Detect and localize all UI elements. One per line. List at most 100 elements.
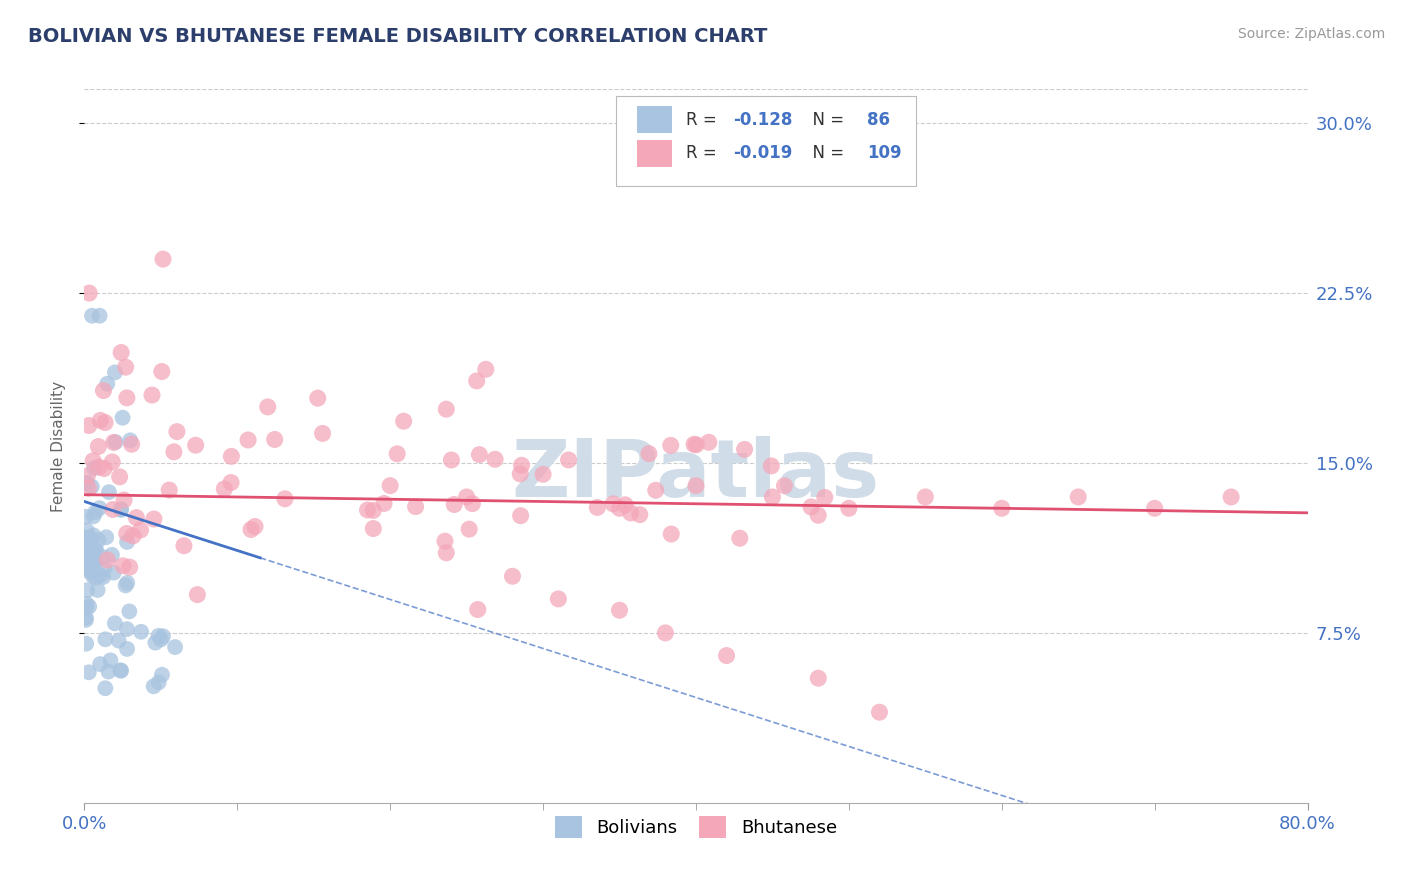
- Point: [761, 490, 783, 504]
- Point: [547, 591, 569, 606]
- Point: [115, 575, 138, 590]
- Point: [93, 384, 115, 398]
- Point: [77, 557, 100, 571]
- Point: [101, 502, 124, 516]
- Point: [97, 665, 120, 679]
- Point: [118, 604, 141, 618]
- Point: [115, 535, 138, 549]
- Point: [80, 534, 103, 549]
- Point: [165, 640, 187, 654]
- Point: [659, 527, 682, 541]
- Point: [89, 309, 111, 323]
- Point: [531, 467, 554, 482]
- Point: [96, 376, 118, 391]
- Point: [112, 493, 135, 508]
- Point: [121, 437, 143, 451]
- Point: [157, 483, 180, 497]
- Point: [93, 461, 115, 475]
- Point: [75, 637, 97, 651]
- Point: [91, 549, 114, 564]
- Point: [311, 426, 333, 441]
- Point: [77, 665, 100, 680]
- FancyBboxPatch shape: [637, 106, 672, 134]
- Point: [728, 531, 751, 545]
- Point: [93, 561, 115, 575]
- Point: [77, 599, 100, 614]
- Point: [76, 477, 98, 491]
- Point: [77, 286, 100, 301]
- Point: [84, 571, 107, 585]
- Point: [75, 530, 97, 544]
- Point: [84, 549, 107, 564]
- Point: [75, 546, 97, 560]
- Point: [465, 374, 488, 388]
- Point: [84, 544, 107, 558]
- Point: [91, 570, 114, 584]
- Point: [361, 503, 384, 517]
- Point: [86, 582, 108, 597]
- Point: [557, 453, 579, 467]
- Point: [114, 360, 136, 375]
- Point: [586, 500, 609, 515]
- Point: [145, 635, 167, 649]
- Point: [103, 566, 125, 580]
- Point: [434, 546, 457, 560]
- Text: Source: ZipAtlas.com: Source: ZipAtlas.com: [1237, 27, 1385, 41]
- Point: [458, 522, 481, 536]
- Point: [118, 560, 141, 574]
- Point: [75, 548, 97, 562]
- Point: [110, 502, 132, 516]
- Point: [76, 475, 98, 490]
- Point: [84, 555, 107, 569]
- Point: [163, 445, 186, 459]
- Point: [82, 569, 104, 583]
- Text: R =: R =: [686, 111, 723, 128]
- Point: [129, 523, 152, 537]
- Text: 109: 109: [868, 145, 901, 162]
- Point: [502, 569, 524, 583]
- Point: [89, 568, 111, 582]
- Point: [814, 491, 837, 505]
- Point: [800, 500, 823, 514]
- Text: R =: R =: [686, 145, 723, 162]
- Point: [221, 450, 243, 464]
- Text: N =: N =: [803, 145, 849, 162]
- Point: [141, 388, 163, 402]
- Point: [149, 632, 172, 647]
- Point: [148, 629, 170, 643]
- Point: [111, 558, 134, 573]
- Point: [142, 512, 165, 526]
- Point: [89, 657, 111, 672]
- Point: [1143, 501, 1166, 516]
- Point: [683, 437, 706, 451]
- Point: [214, 482, 236, 496]
- Point: [363, 522, 385, 536]
- Point: [716, 648, 738, 663]
- Point: [111, 410, 134, 425]
- Point: [75, 542, 97, 557]
- Point: [628, 508, 651, 522]
- Point: [79, 532, 101, 546]
- Text: N =: N =: [803, 111, 849, 128]
- Point: [77, 554, 100, 568]
- Point: [609, 501, 631, 516]
- Point: [101, 548, 124, 562]
- Point: [80, 542, 103, 557]
- Point: [773, 479, 796, 493]
- Point: [150, 667, 173, 681]
- Point: [77, 418, 100, 433]
- Point: [83, 461, 105, 475]
- Point: [307, 391, 329, 405]
- Point: [807, 671, 830, 685]
- Point: [84, 505, 107, 519]
- Point: [150, 364, 173, 378]
- Point: [76, 468, 98, 483]
- Point: [914, 490, 936, 504]
- Point: [94, 416, 117, 430]
- Point: [219, 475, 242, 490]
- Point: [461, 497, 484, 511]
- Text: ZIPatlas: ZIPatlas: [512, 435, 880, 514]
- Point: [97, 485, 120, 500]
- Point: [100, 653, 122, 667]
- Point: [77, 562, 100, 576]
